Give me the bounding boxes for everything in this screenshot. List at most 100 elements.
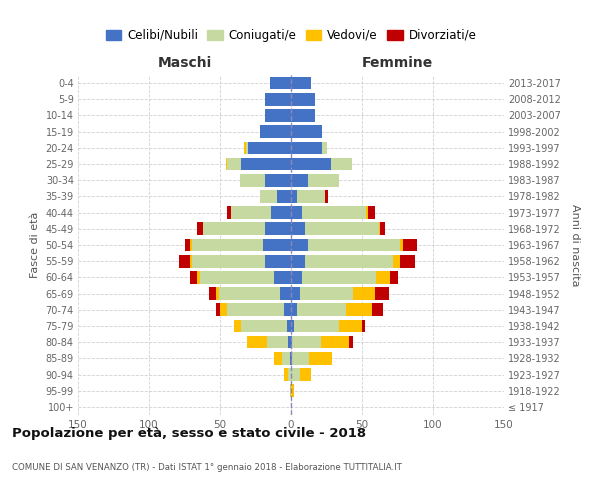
Bar [209,288,216,300]
Bar [339,320,362,332]
Bar [291,352,292,364]
Bar [291,206,302,219]
Legend: Celibi/Nubili, Coniugati/e, Vedovi/e, Divorziati/e: Celibi/Nubili, Coniugati/e, Vedovi/e, Di… [103,26,479,44]
Bar [265,222,291,235]
Bar [403,238,418,252]
Bar [299,288,353,300]
Bar [291,304,296,316]
Bar [283,352,290,364]
Bar [322,142,326,154]
Bar [291,271,302,283]
Bar [291,190,296,202]
Bar [227,158,241,170]
Bar [294,320,339,332]
Bar [260,126,291,138]
Bar [305,222,379,235]
Bar [321,336,349,348]
Bar [291,336,292,348]
Bar [400,255,415,268]
Bar [277,190,291,202]
Bar [291,142,322,154]
Bar [271,206,291,219]
Bar [291,158,331,170]
Bar [274,352,283,364]
Bar [375,288,389,300]
Bar [241,320,287,332]
Text: Maschi: Maschi [157,56,212,70]
Bar [216,304,220,316]
Bar [200,271,274,283]
Bar [302,271,376,283]
Bar [325,190,328,202]
Bar [240,174,265,186]
Bar [226,158,227,170]
Bar [191,255,265,268]
Bar [296,304,346,316]
Bar [197,222,203,235]
Bar [203,222,265,235]
Bar [393,255,400,268]
Bar [290,352,291,364]
Bar [265,174,291,186]
Y-axis label: Fasce di età: Fasce di età [30,212,40,278]
Bar [185,238,190,252]
Bar [291,238,308,252]
Text: Femmine: Femmine [362,56,433,70]
Bar [349,336,353,348]
Bar [248,142,291,154]
Bar [190,271,197,283]
Bar [241,158,291,170]
Bar [380,222,385,235]
Bar [280,288,291,300]
Bar [376,271,391,283]
Bar [284,304,291,316]
Bar [234,320,241,332]
Bar [267,336,288,348]
Bar [265,93,291,106]
Bar [190,238,191,252]
Bar [287,320,291,332]
Bar [265,109,291,122]
Bar [379,222,380,235]
Bar [296,190,325,202]
Bar [247,336,267,348]
Bar [291,126,322,138]
Y-axis label: Anni di nascita: Anni di nascita [571,204,580,286]
Bar [245,142,248,154]
Bar [265,255,291,268]
Bar [274,271,291,283]
Bar [368,206,375,219]
Bar [227,304,284,316]
Bar [288,336,291,348]
Bar [232,206,271,219]
Bar [291,109,315,122]
Bar [299,368,311,381]
Bar [302,206,366,219]
Bar [284,368,288,381]
Text: Popolazione per età, sesso e stato civile - 2018: Popolazione per età, sesso e stato civil… [12,428,366,440]
Bar [288,368,291,381]
Bar [310,352,332,364]
Bar [190,255,191,268]
Bar [366,206,368,219]
Bar [362,320,365,332]
Bar [291,174,308,186]
Bar [292,384,294,397]
Bar [290,384,291,397]
Bar [179,255,190,268]
Bar [263,238,291,252]
Bar [291,77,311,90]
Text: COMUNE DI SAN VENANZO (TR) - Dati ISTAT 1° gennaio 2018 - Elaborazione TUTTITALI: COMUNE DI SAN VENANZO (TR) - Dati ISTAT … [12,462,402,471]
Bar [291,288,299,300]
Bar [292,336,321,348]
Bar [291,384,292,397]
Bar [291,93,315,106]
Bar [244,142,245,154]
Bar [220,304,227,316]
Bar [372,304,383,316]
Bar [191,238,263,252]
Bar [308,174,339,186]
Bar [260,190,277,202]
Bar [305,255,393,268]
Bar [227,206,232,219]
